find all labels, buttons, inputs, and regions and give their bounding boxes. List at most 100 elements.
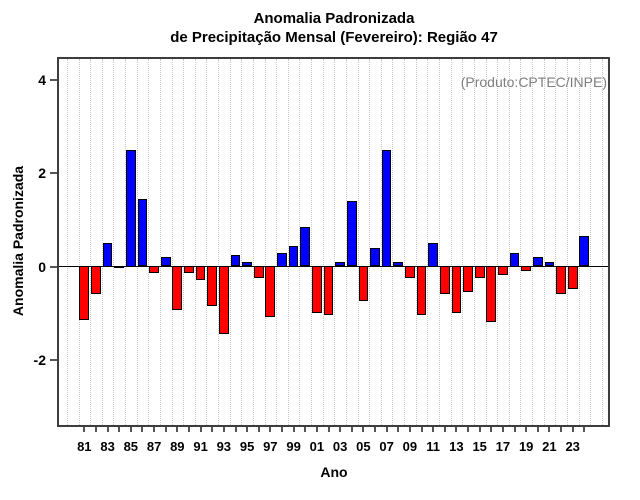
- x-tick: [408, 427, 411, 432]
- x-tick-label-89: 89: [170, 439, 185, 454]
- bar-1985: [125, 149, 136, 267]
- gridline: [252, 59, 254, 425]
- x-tick-label-07: 07: [379, 439, 394, 454]
- x-tick-label-95: 95: [239, 439, 255, 454]
- bar-2002: [323, 266, 334, 315]
- x-tick: [583, 427, 586, 432]
- x-tick: [513, 427, 516, 432]
- x-tick: [571, 427, 574, 432]
- bar-1997: [265, 266, 276, 318]
- bar-2023: [567, 266, 578, 290]
- gridline: [520, 59, 522, 425]
- bar-2014: [463, 266, 473, 292]
- x-tick: [420, 427, 423, 432]
- gridline: [380, 59, 382, 425]
- bar-2020: [532, 257, 543, 267]
- x-tick: [560, 427, 562, 432]
- x-tick: [536, 427, 539, 432]
- gridline: [206, 59, 208, 425]
- gridline: [78, 59, 80, 425]
- gridline: [241, 59, 243, 425]
- x-tick: [397, 427, 400, 432]
- x-tick: [129, 427, 132, 432]
- gridline: [171, 59, 173, 425]
- bar-1996: [253, 266, 264, 278]
- x-tick-label-83: 83: [100, 439, 115, 454]
- x-tick: [362, 427, 365, 432]
- x-tick: [455, 427, 458, 432]
- bar-1982: [91, 266, 101, 294]
- bar-1999: [288, 245, 299, 267]
- gridline: [508, 59, 510, 425]
- chart-title-line1: Anomalia Padronizada: [253, 10, 415, 27]
- gridline: [345, 59, 347, 425]
- x-tick: [432, 427, 435, 432]
- gridline: [590, 59, 592, 425]
- x-tick-label-15: 15: [472, 439, 487, 454]
- bar-1994: [230, 254, 241, 267]
- x-tick: [292, 427, 295, 432]
- x-tick-label-13: 13: [449, 439, 464, 454]
- y-axis-title: Anomalia Padronizada: [10, 165, 26, 317]
- x-tick: [327, 427, 330, 432]
- bar-1986: [137, 198, 148, 267]
- gridline: [125, 59, 126, 425]
- x-tick-label-09: 09: [402, 439, 418, 454]
- bar-2015: [474, 266, 485, 278]
- gridline: [543, 59, 545, 425]
- gridline: [601, 59, 603, 425]
- gridline: [392, 59, 394, 425]
- bar-2010: [416, 266, 427, 315]
- x-tick-label-99: 99: [286, 439, 301, 454]
- gridline: [427, 59, 429, 425]
- gridline: [497, 59, 499, 425]
- bar-2004: [346, 201, 357, 267]
- x-tick-label-11: 11: [426, 439, 440, 454]
- x-tick: [269, 427, 272, 432]
- gridline: [287, 59, 289, 425]
- gridline: [264, 59, 266, 425]
- x-tick: [281, 427, 283, 432]
- gridline: [462, 59, 464, 425]
- x-tick-label-81: 81: [77, 439, 92, 454]
- gridline: [485, 59, 487, 425]
- x-tick: [234, 427, 237, 432]
- x-tick: [153, 427, 156, 432]
- x-tick: [467, 427, 469, 432]
- x-tick: [222, 427, 225, 432]
- bar-2012: [439, 266, 450, 294]
- x-tick: [339, 427, 342, 432]
- x-tick: [443, 427, 446, 432]
- x-tick-label-17: 17: [495, 439, 511, 454]
- gridline: [229, 59, 231, 425]
- gridline: [148, 59, 150, 425]
- x-tick: [548, 427, 551, 432]
- x-tick-label-19: 19: [518, 439, 534, 454]
- y-tick-label--2: -2: [33, 351, 46, 368]
- gridline: [450, 59, 452, 425]
- x-tick-label-85: 85: [123, 439, 139, 454]
- gridline: [415, 59, 417, 425]
- y-tick: [50, 265, 57, 268]
- x-tick: [304, 427, 307, 432]
- gridline: [159, 59, 161, 425]
- bar-1983: [102, 243, 113, 267]
- bar-2009: [405, 266, 415, 278]
- y-tick-label-4: 4: [38, 71, 46, 88]
- bar-1992: [207, 266, 218, 306]
- gridline: [113, 59, 115, 425]
- y-tick-label-2: 2: [38, 165, 46, 182]
- y-tick: [50, 172, 57, 175]
- bar-2022: [556, 266, 566, 294]
- x-tick: [118, 427, 121, 432]
- y-tick-label-0: 0: [38, 258, 46, 275]
- zero-baseline: [59, 266, 608, 267]
- x-tick-label-23: 23: [565, 439, 580, 454]
- x-tick-label-05: 05: [356, 439, 371, 454]
- gridline: [311, 59, 312, 425]
- bar-2018: [509, 252, 520, 267]
- gridline: [532, 59, 533, 425]
- bar-2011: [428, 243, 438, 267]
- bar-2013: [451, 266, 462, 313]
